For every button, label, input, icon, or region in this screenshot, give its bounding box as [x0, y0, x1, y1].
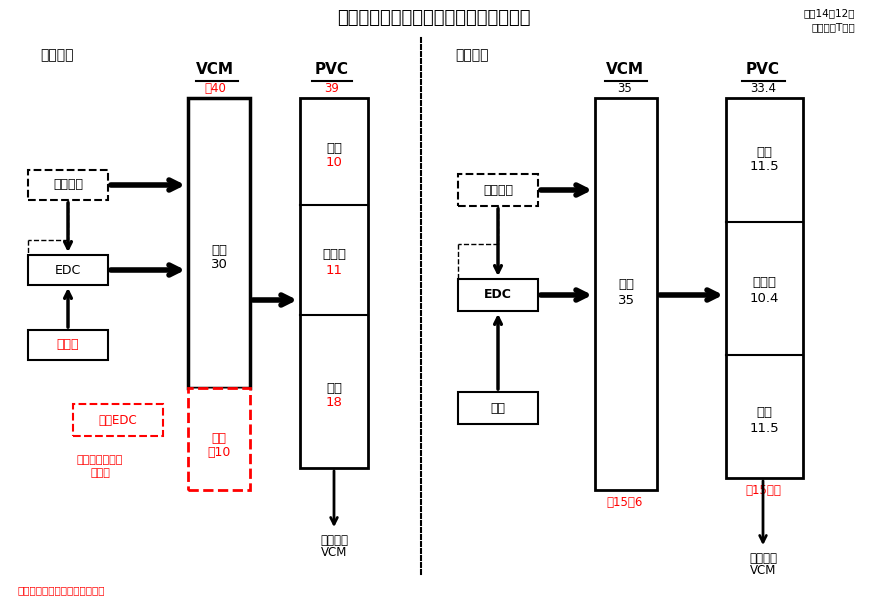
Text: 平15早々: 平15早々 — [745, 483, 781, 496]
Bar — [300, 98, 368, 468]
Bar — [188, 98, 250, 388]
Text: 旭化成向: 旭化成向 — [749, 551, 777, 564]
Bar — [458, 174, 538, 206]
Text: 絀40: 絀40 — [204, 82, 226, 95]
Text: PVC: PVC — [746, 63, 780, 77]
Text: 電　解: 電 解 — [56, 339, 79, 352]
Text: ＜今後＞: ＜今後＞ — [455, 48, 488, 62]
Text: 35: 35 — [618, 82, 633, 95]
Text: エチレン: エチレン — [53, 178, 83, 191]
Text: 輸入EDC: 輸入EDC — [98, 414, 137, 427]
Bar — [726, 98, 803, 478]
Text: EDC: EDC — [484, 288, 512, 302]
Text: 11.5: 11.5 — [749, 421, 779, 434]
Text: 平15／6: 平15／6 — [607, 495, 643, 508]
Text: 水島: 水島 — [326, 141, 342, 154]
Text: 四日市: 四日市 — [322, 249, 346, 262]
Text: 平成14年12月: 平成14年12月 — [804, 8, 855, 18]
Text: 水島: 水島 — [618, 278, 634, 291]
Text: エチレン: エチレン — [483, 184, 513, 197]
Text: 水島: 水島 — [211, 244, 227, 256]
Bar — [458, 279, 538, 311]
Bar — [28, 170, 108, 200]
Text: 33.4: 33.4 — [750, 82, 776, 95]
Text: 能力：万T／年: 能力：万T／年 — [812, 22, 855, 32]
Bar — [458, 392, 538, 424]
Bar — [28, 255, 108, 285]
Text: PVC: PVC — [315, 63, 349, 77]
Text: 旭化成向: 旭化成向 — [320, 533, 348, 547]
Text: セントラル化学: セントラル化学 — [76, 455, 123, 465]
Bar — [188, 388, 250, 490]
Text: ヴイテック塗ビ事業コスト競争力強化策: ヴイテック塗ビ事業コスト競争力強化策 — [337, 9, 531, 27]
Text: 10.4: 10.4 — [749, 291, 779, 305]
Text: 川崎: 川崎 — [326, 381, 342, 395]
Text: VCM: VCM — [606, 63, 644, 77]
Text: 10: 10 — [326, 157, 342, 169]
Text: VCM: VCM — [196, 63, 234, 77]
Text: 川崎: 川崎 — [211, 432, 227, 445]
Text: 絀10: 絀10 — [208, 446, 230, 460]
Text: VCM: VCM — [321, 547, 348, 560]
Text: 39: 39 — [324, 82, 340, 95]
Text: VCM: VCM — [750, 563, 776, 576]
Text: 四日市: 四日市 — [752, 277, 776, 290]
Text: EDC: EDC — [55, 263, 81, 277]
Bar — [595, 98, 657, 490]
Text: 11.5: 11.5 — [749, 160, 779, 173]
Text: 電解: 電解 — [490, 402, 506, 414]
Bar — [28, 330, 108, 360]
Text: 赤字はコスト競争力強化策対象: 赤字はコスト競争力強化策対象 — [18, 585, 105, 595]
Text: 川崎: 川崎 — [756, 406, 772, 420]
Text: ＜現状＞: ＜現状＞ — [40, 48, 74, 62]
Text: 購入分: 購入分 — [90, 468, 110, 478]
Text: 18: 18 — [326, 396, 342, 409]
Text: 11: 11 — [326, 263, 342, 277]
Bar — [73, 404, 163, 436]
Text: 35: 35 — [618, 293, 634, 306]
Text: 30: 30 — [210, 259, 228, 272]
Text: 水島: 水島 — [756, 145, 772, 159]
